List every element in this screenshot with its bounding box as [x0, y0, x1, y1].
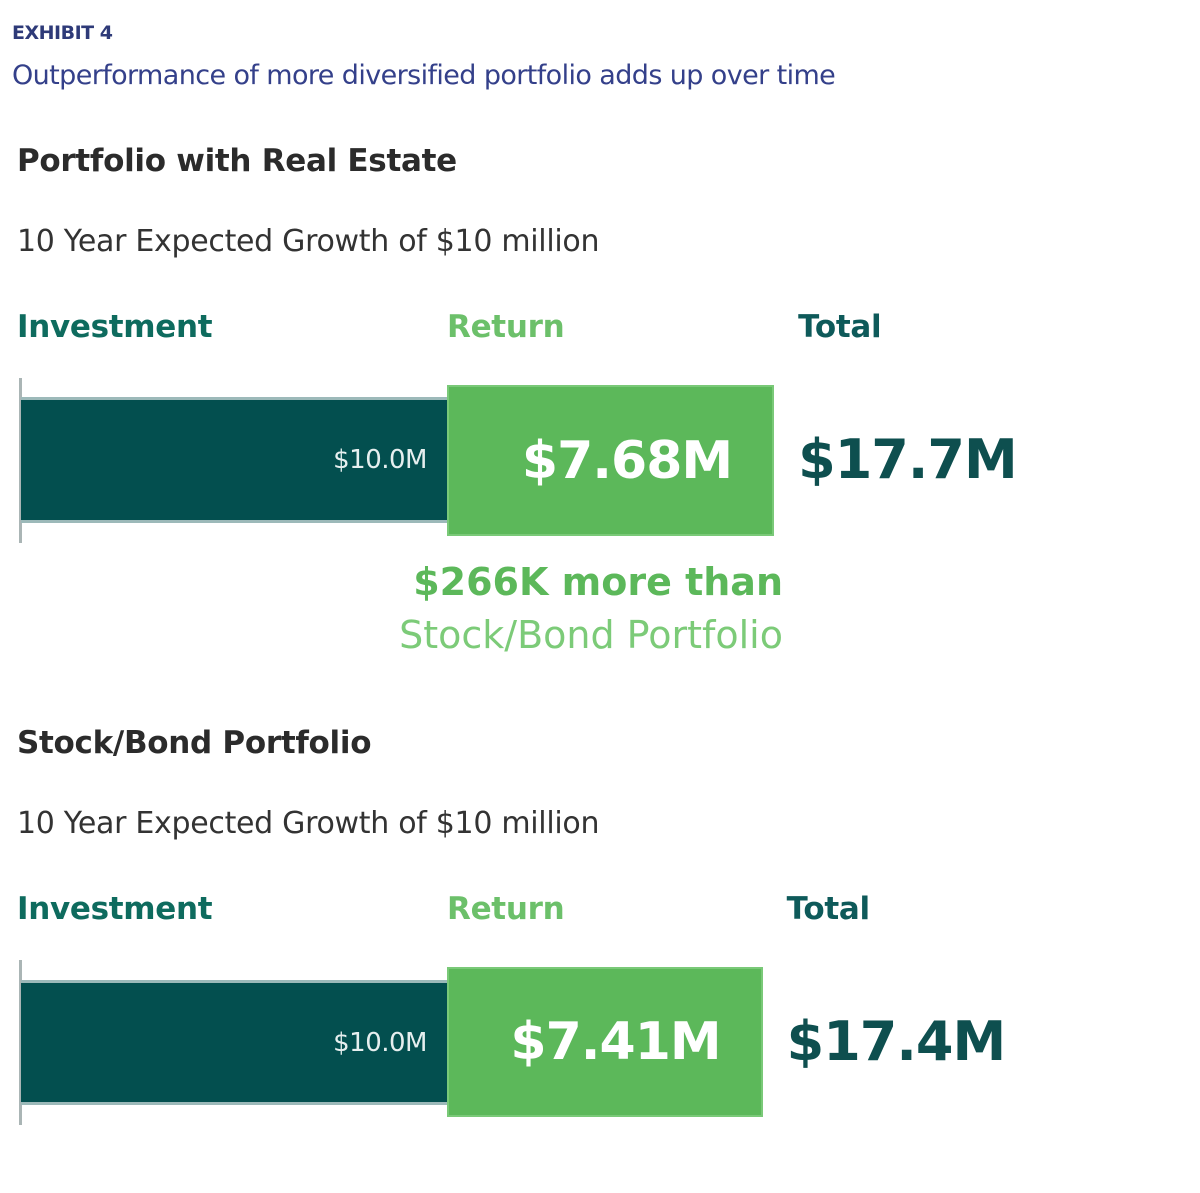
panel-2-title: Stock/Bond Portfolio — [17, 725, 372, 761]
panel-1-total-header: Total — [798, 309, 882, 345]
panel-1-investment-bar: $10.0M — [21, 397, 447, 523]
panel-2-return-label: $7.41M — [510, 1012, 721, 1072]
panel-1-total-label: $17.7M — [798, 428, 1018, 491]
panel-1-axis-line — [19, 378, 22, 543]
panel-2-total-header: Total — [786, 891, 871, 927]
panel-2-axis-line — [19, 960, 22, 1125]
exhibit-subtitle: Outperformance of more diversified portf… — [12, 60, 836, 91]
panel-2-return-header: Return — [447, 891, 565, 927]
panel-2-investment-bar: $10.0M — [21, 980, 447, 1105]
panel-2-total-label: $17.4M — [786, 1010, 1007, 1073]
panel-1-return-bar: $7.68M — [447, 385, 775, 536]
panel-1-investment-header: Investment — [17, 309, 213, 345]
difference-annotation-comparison: Stock/Bond Portfolio — [399, 613, 783, 657]
panel-1-subtitle: 10 Year Expected Growth of $10 million — [17, 224, 600, 259]
panel-2-return-bar: $7.41M — [447, 967, 763, 1117]
panel-1-title: Portfolio with Real Estate — [17, 143, 457, 179]
panel-2-subtitle: 10 Year Expected Growth of $10 million — [17, 806, 600, 841]
panel-1-investment-label: $10.0M — [333, 445, 427, 475]
difference-annotation: $266K more than — [413, 560, 783, 604]
panel-1-return-label: $7.68M — [521, 430, 733, 491]
panel-2-investment-label: $10.0M — [333, 1027, 427, 1058]
panel-2-investment-header: Investment — [17, 891, 213, 927]
panel-1-return-header: Return — [447, 309, 565, 345]
exhibit-label: EXHIBIT 4 — [12, 22, 113, 44]
